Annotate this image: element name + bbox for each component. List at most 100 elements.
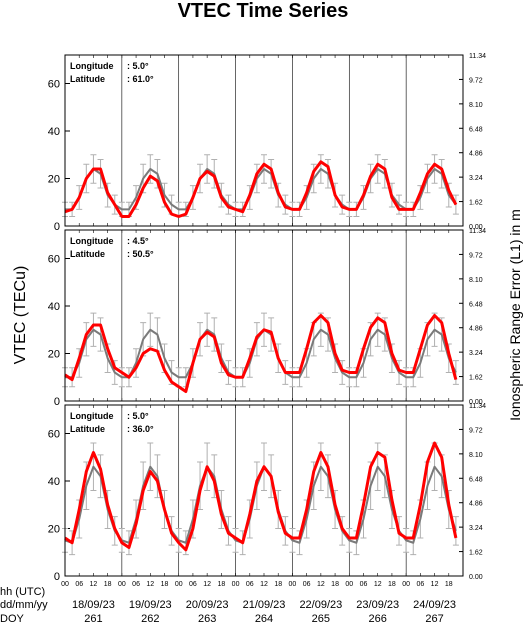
x-tick-label: 12 <box>374 581 382 588</box>
y-tick-label: 40 <box>48 126 60 138</box>
x-tick-label: 18 <box>217 581 225 588</box>
x-tick-label: 00 <box>118 581 126 588</box>
series-line <box>65 168 457 211</box>
doy-label: 266 <box>369 613 387 623</box>
x-tick-label: 00 <box>61 581 69 588</box>
y-tick-label: 20 <box>48 524 60 536</box>
x-tick-label: 18 <box>388 581 396 588</box>
y-tick-label: 40 <box>48 476 60 488</box>
date-label: 24/09/23 <box>413 599 456 611</box>
longitude: : 5.0° <box>127 61 149 71</box>
y2-tick-label: 4.86 <box>469 501 483 508</box>
doy-label: 263 <box>198 613 216 623</box>
y2-tick-label: 9.72 <box>469 427 483 434</box>
y2-tick-label: 3.24 <box>469 350 483 357</box>
x-tick-label: 18 <box>331 581 339 588</box>
y-tick-label: 0 <box>54 396 60 408</box>
y-tick-label: 20 <box>48 349 60 361</box>
doy-label: 264 <box>255 613 273 623</box>
date-label: 21/09/23 <box>243 599 286 611</box>
row-label: DOY <box>0 613 25 623</box>
date-label: 20/09/23 <box>186 599 229 611</box>
x-tick-label: 12 <box>90 581 98 588</box>
longitude-label: Longitude <box>70 411 114 421</box>
x-tick-label: 18 <box>161 581 169 588</box>
y-tick-label: 60 <box>48 79 60 91</box>
date-label: 22/09/23 <box>299 599 342 611</box>
doy-label: 262 <box>141 613 159 623</box>
y2-tick-label: 4.86 <box>469 151 483 158</box>
y2-tick-label: 1.62 <box>469 550 483 557</box>
x-tick-label: 06 <box>303 581 311 588</box>
row-label: hh (UTC) <box>0 586 45 598</box>
y2-tick-label: 8.10 <box>469 277 483 284</box>
error-bar <box>452 194 459 215</box>
series-line <box>65 328 457 379</box>
x-tick-label: 06 <box>75 581 83 588</box>
row-label: dd/mm/yy <box>0 599 48 611</box>
series-line <box>64 160 458 218</box>
y2-tick-label: 0.00 <box>469 399 483 406</box>
latitude: : 61.0° <box>127 74 154 84</box>
latitude-label: Latitude <box>70 74 105 84</box>
x-tick-label: 18 <box>104 581 112 588</box>
x-tick-label: 00 <box>175 581 183 588</box>
x-tick-label: 00 <box>232 581 240 588</box>
y2-axis-label: Ionospheric Range Error (L1) in m <box>507 209 523 421</box>
y2-tick-label: 6.48 <box>469 476 483 483</box>
x-tick-label: 18 <box>274 581 282 588</box>
y2-tick-label: 0.00 <box>469 224 483 231</box>
latitude-label: Latitude <box>70 424 105 434</box>
y-axis-label: VTEC (TECu) <box>12 266 29 365</box>
y2-tick-label: 3.24 <box>469 175 483 182</box>
x-tick-label: 06 <box>246 581 254 588</box>
x-tick-label: 12 <box>431 581 439 588</box>
y2-tick-label: 9.72 <box>469 77 483 84</box>
y-tick-label: 60 <box>48 254 60 266</box>
y2-tick-label: 1.62 <box>469 375 483 382</box>
y2-tick-label: 8.10 <box>469 102 483 109</box>
y-tick-label: 0 <box>54 221 60 233</box>
series-line <box>64 314 458 393</box>
series-line <box>64 441 458 552</box>
longitude: : 4.5° <box>127 236 149 246</box>
y2-tick-label: 9.72 <box>469 252 483 259</box>
y2-tick-label: 11.34 <box>469 53 486 60</box>
doy-label: 261 <box>84 613 102 623</box>
x-tick-label: 06 <box>189 581 197 588</box>
latitude: : 50.5° <box>127 249 154 259</box>
y-tick-label: 60 <box>48 429 60 441</box>
title: VTEC Time Series <box>178 0 349 22</box>
x-tick-label: 12 <box>317 581 325 588</box>
x-tick-label: 00 <box>345 581 353 588</box>
doy-label: 265 <box>312 613 330 623</box>
y2-tick-label: 3.24 <box>469 525 483 532</box>
y2-tick-label: 6.48 <box>469 126 483 133</box>
y2-tick-label: 4.86 <box>469 326 483 333</box>
y-tick-label: 0 <box>54 571 60 583</box>
x-tick-label: 18 <box>445 581 453 588</box>
longitude-label: Longitude <box>70 236 114 246</box>
plot-frame <box>64 404 464 577</box>
doy-label: 267 <box>425 613 443 623</box>
latitude: : 36.0° <box>127 424 154 434</box>
x-tick-label: 12 <box>146 581 154 588</box>
error-bar <box>452 360 459 385</box>
latitude-label: Latitude <box>70 249 105 259</box>
y-tick-label: 40 <box>48 301 60 313</box>
y2-tick-label: 1.62 <box>469 200 483 207</box>
x-tick-label: 12 <box>203 581 211 588</box>
x-tick-label: 06 <box>416 581 424 588</box>
y-tick-label: 20 <box>48 174 60 186</box>
plot-frame <box>64 54 464 227</box>
date-label: 18/09/23 <box>72 599 115 611</box>
y2-tick-label: 6.48 <box>469 301 483 308</box>
x-tick-label: 12 <box>260 581 268 588</box>
x-tick-label: 06 <box>132 581 140 588</box>
x-tick-label: 06 <box>360 581 368 588</box>
plot-frame <box>64 229 464 402</box>
date-label: 23/09/23 <box>356 599 399 611</box>
longitude-label: Longitude <box>70 61 114 71</box>
x-tick-label: 00 <box>402 581 410 588</box>
